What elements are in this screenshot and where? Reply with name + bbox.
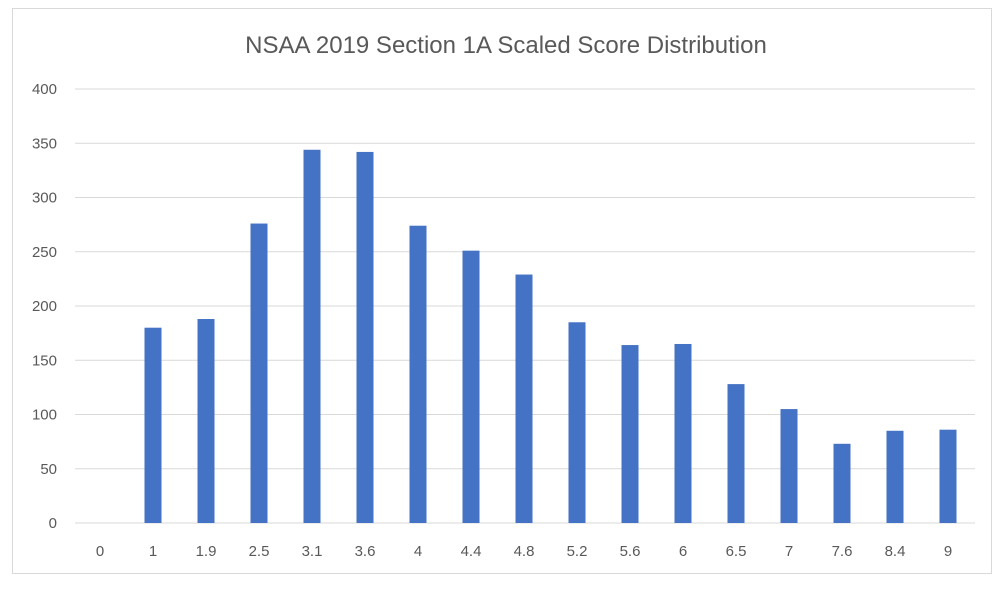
x-tick-label: 7.6 [832, 543, 853, 560]
y-tick-label: 0 [49, 515, 57, 532]
x-tick-label: 4.8 [514, 543, 535, 560]
x-tick-label: 6.5 [726, 543, 747, 560]
bar [727, 384, 745, 523]
x-tick-label: 5.6 [620, 543, 641, 560]
y-tick-label: 200 [32, 298, 57, 315]
x-tick-label: 3.6 [355, 543, 376, 560]
bar [674, 343, 692, 523]
bar [462, 250, 480, 524]
bar [409, 225, 427, 523]
y-tick-label: 150 [32, 352, 57, 369]
gridlines [75, 88, 975, 524]
x-tick-label: 8.4 [885, 543, 906, 560]
x-tick-label: 1.9 [196, 543, 217, 560]
bar [356, 151, 374, 523]
bar [621, 345, 639, 523]
bar [939, 429, 957, 523]
y-tick-label: 300 [32, 190, 57, 207]
bar [833, 443, 851, 523]
x-axis-ticks: 0 1 1.9 2.5 3.1 3.6 4 4.4 4.8 5.2 5.6 6 6.5 7 7.6 8.4 9 [96, 543, 952, 560]
y-tick-label: 50 [40, 461, 57, 478]
x-tick-label: 7 [785, 543, 793, 560]
bar [250, 223, 268, 524]
x-tick-label: 6 [679, 543, 687, 560]
chart-title: NSAA 2019 Section 1A Scaled Score Distri… [245, 32, 767, 59]
x-tick-label: 4.4 [461, 543, 482, 560]
y-tick-label: 100 [32, 407, 57, 424]
x-tick-label: 3.1 [302, 543, 323, 560]
bars [144, 149, 957, 524]
chart-frame [12, 8, 992, 574]
bar [303, 149, 321, 523]
x-tick-label: 5.2 [567, 543, 588, 560]
bar [886, 430, 904, 523]
bar [568, 322, 586, 523]
bar [515, 274, 533, 523]
x-tick-label: 4 [414, 543, 422, 560]
y-tick-label: 400 [32, 81, 57, 98]
bar [144, 327, 162, 523]
y-tick-label: 350 [32, 135, 57, 152]
bar [197, 319, 215, 523]
x-tick-label: 1 [149, 543, 157, 560]
x-tick-label: 0 [96, 543, 104, 560]
x-tick-label: 9 [944, 543, 952, 560]
x-tick-label: 2.5 [249, 543, 270, 560]
bar [780, 409, 798, 523]
y-tick-label: 250 [32, 244, 57, 261]
y-axis-ticks: 0 50 100 150 200 250 300 350 400 [32, 81, 57, 532]
